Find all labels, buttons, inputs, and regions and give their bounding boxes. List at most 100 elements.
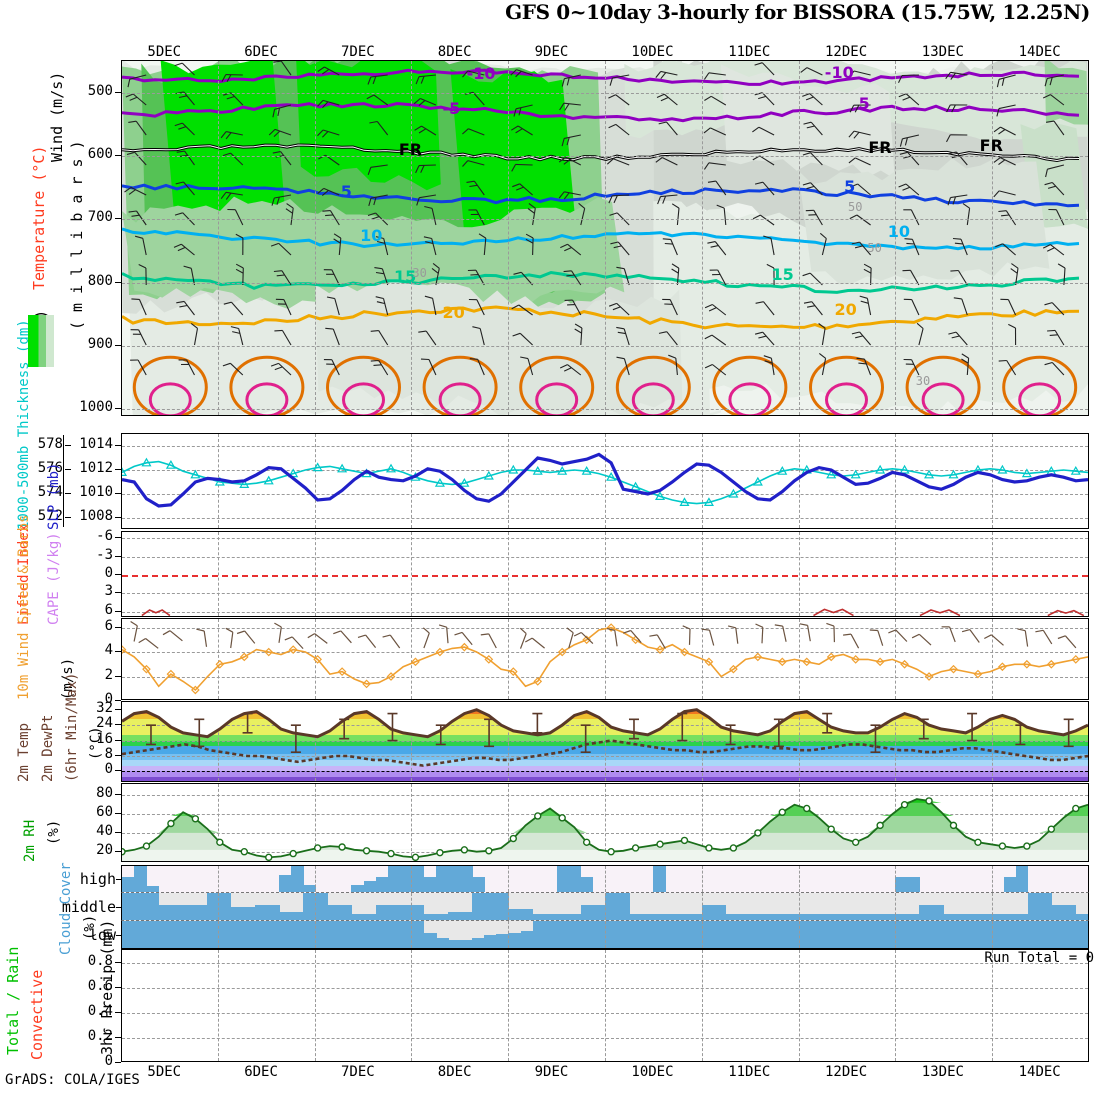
cloud-cover-bar: [387, 904, 401, 920]
gridline-vertical: [605, 532, 606, 616]
cloud-cover-bar: [653, 866, 666, 892]
cloud-cover-bar: [242, 921, 256, 948]
cloud-cover-bar: [967, 914, 980, 920]
cloud-cover-bar: [592, 904, 606, 920]
cloud-cover-bar: [315, 921, 328, 948]
tick-mark: [65, 493, 71, 494]
ytick-rh-40: 40: [96, 822, 113, 839]
panel-cloud-cover-middle[interactable]: [121, 893, 1089, 921]
tick-mark: [115, 850, 121, 852]
cloud-cover-bar: [303, 885, 316, 892]
cloud-cover-bar: [1039, 893, 1053, 920]
axis-title: Convective: [28, 969, 46, 1060]
contour-label: 20: [442, 303, 465, 323]
tick-mark: [115, 651, 121, 653]
tick-mark: [116, 907, 122, 908]
cloud-cover-bar: [1027, 893, 1041, 920]
cloud-cover-bar: [858, 921, 872, 948]
cloud-cover-bar: [375, 876, 389, 892]
gridline-vertical: [895, 950, 897, 1061]
cloud-cover-bar: [677, 914, 691, 920]
panel-lifted-index-cape[interactable]: [121, 531, 1089, 617]
panel-2m-rh[interactable]: [121, 783, 1089, 862]
gridline-vertical: [217, 893, 219, 920]
cloud-cover-bar: [134, 921, 147, 948]
ytick-wind-2: 2: [104, 666, 113, 683]
cloud-cover-bar: [629, 914, 642, 920]
panel-upper-air-cross-section[interactable]: -10 -5 FR 5 10 15 20 -10 5 FR 5 10 15 20 FR 30 50 50 30: [121, 60, 1089, 416]
gridline-vertical: [508, 784, 510, 861]
cloud-cover-bar: [351, 921, 365, 948]
cloud-cover-bar: [411, 904, 425, 920]
gridline-vertical: [217, 950, 219, 1061]
cloud-cover-bar: [725, 921, 739, 948]
tick-mark: [115, 574, 121, 575]
tick-mark: [115, 770, 121, 772]
gridline-vertical: [508, 950, 510, 1061]
cloud-row-label-high: high: [79, 870, 116, 888]
panel-cloud-cover-low[interactable]: [121, 921, 1089, 949]
cloud-cover-bar: [641, 914, 654, 920]
ytick-rh-20: 20: [96, 841, 113, 858]
gridline-vertical: [411, 950, 413, 1061]
gridline-horizontal: [122, 494, 1088, 495]
cloud-cover-bar: [1003, 914, 1017, 920]
cloud-cover-bar: [460, 939, 473, 948]
cloud-cover-bar: [460, 866, 473, 892]
panel-3hr-precip[interactable]: [121, 949, 1089, 1062]
cloud-cover-bar: [496, 893, 509, 920]
tick-mark: [115, 961, 121, 963]
cloud-cover-bar: [520, 931, 534, 948]
gridline-vertical: [217, 61, 219, 415]
tick-mark: [115, 155, 121, 157]
ytick-lifted-index-6: 6: [104, 601, 113, 618]
cloud-cover-bar: [641, 921, 654, 948]
gridline-vertical: [508, 619, 510, 699]
contour-label: 15: [394, 267, 417, 287]
ytick-lifted-index-0: 0: [104, 565, 113, 581]
panel-cloud-cover-high[interactable]: [121, 865, 1089, 893]
ytick-pressure-800: 800: [87, 272, 113, 289]
cloud-cover-bar: [749, 921, 763, 948]
cloud-cover-bar: [1015, 866, 1029, 892]
gridline-vertical: [508, 61, 510, 415]
cloud-cover-bar: [822, 914, 835, 920]
cloud-cover-bar: [218, 921, 232, 948]
panel-10m-wind[interactable]: [121, 618, 1089, 700]
gridline-horizontal: [122, 538, 1088, 540]
contour-label: 15: [771, 265, 794, 285]
gridline-horizontal: [122, 652, 1088, 654]
panel-2m-temp-dewpoint[interactable]: [121, 701, 1089, 782]
cloud-cover-bar: [206, 921, 220, 948]
gridline-horizontal: [122, 1037, 1088, 1039]
cloud-cover-bar: [955, 921, 968, 948]
date-label-8dec: 8DEC: [437, 44, 472, 60]
tick-mark: [115, 493, 121, 494]
cloud-cover-bar: [399, 866, 413, 892]
cloud-cover-bar: [279, 921, 292, 948]
panel-slp-thickness[interactable]: [121, 433, 1089, 529]
cloud-cover-bar: [568, 914, 582, 920]
ytick-precip-0-4: 0.4: [87, 1002, 113, 1019]
ytick-thickness-578: 578: [37, 436, 63, 452]
ytick-lifted-index--3: -3: [96, 546, 113, 563]
axis-title: ( m i l l i b a r s ): [68, 140, 86, 330]
cloud-cover-bar: [170, 904, 183, 920]
gridline-horizontal: [122, 1012, 1088, 1014]
ytick-temp-16: 16: [96, 730, 113, 747]
ytick-rh-80: 80: [96, 785, 113, 802]
ytick-temp-0: 0: [104, 761, 113, 778]
ytick-precip-0: 0: [104, 1053, 113, 1069]
tick-mark: [115, 592, 121, 594]
ytick-lifted-index-3: 3: [104, 583, 113, 600]
contour-label: FR: [979, 135, 1003, 155]
contour-label: 10: [887, 222, 910, 242]
contour-label: -10: [824, 62, 854, 82]
gridline-horizontal: [122, 832, 1088, 834]
ytick-pressure-700: 700: [87, 209, 113, 226]
slp-thickness-traces: [122, 452, 1088, 508]
cloud-cover-bar: [1003, 876, 1017, 892]
ytick-lifted-index--6: -6: [96, 528, 113, 545]
cloud-cover-bar: [230, 921, 244, 948]
zero-line: [122, 771, 1088, 773]
